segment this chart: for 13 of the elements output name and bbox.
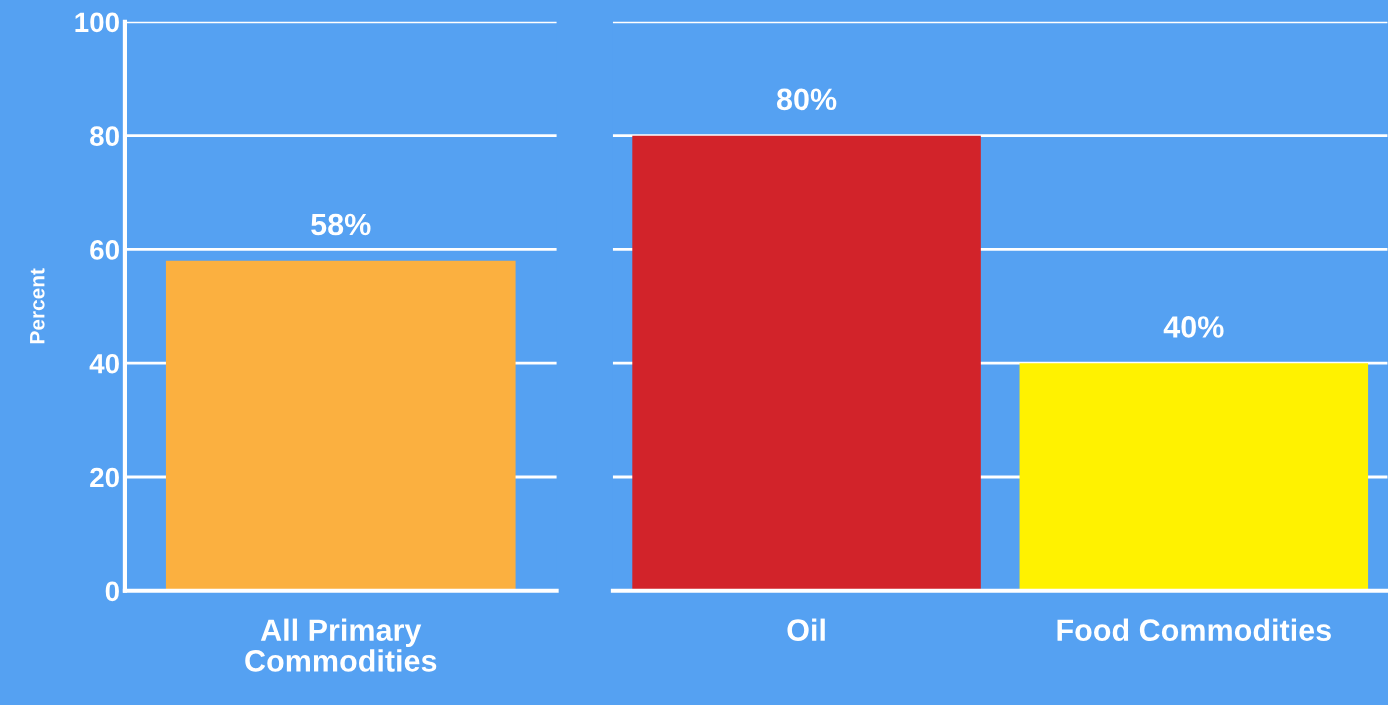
data-label: 58% xyxy=(311,213,371,236)
data-label: 80% xyxy=(776,88,837,111)
y-tick-label: 60 xyxy=(90,240,119,260)
x-tick-label: Food Commodities xyxy=(1057,618,1331,642)
x-tick-label: All Primary Commodities xyxy=(245,618,437,672)
y-tick-label: 20 xyxy=(90,467,119,488)
y-tick-label: 0 xyxy=(105,581,119,602)
y-tick-label: 80 xyxy=(90,126,119,146)
y-axis-title: Percent xyxy=(30,268,45,344)
data-label: 40% xyxy=(1163,316,1224,338)
y-tick-label: 40 xyxy=(89,353,119,374)
x-tick-label: Oil xyxy=(787,618,825,642)
y-tick-label: 100 xyxy=(75,12,119,33)
